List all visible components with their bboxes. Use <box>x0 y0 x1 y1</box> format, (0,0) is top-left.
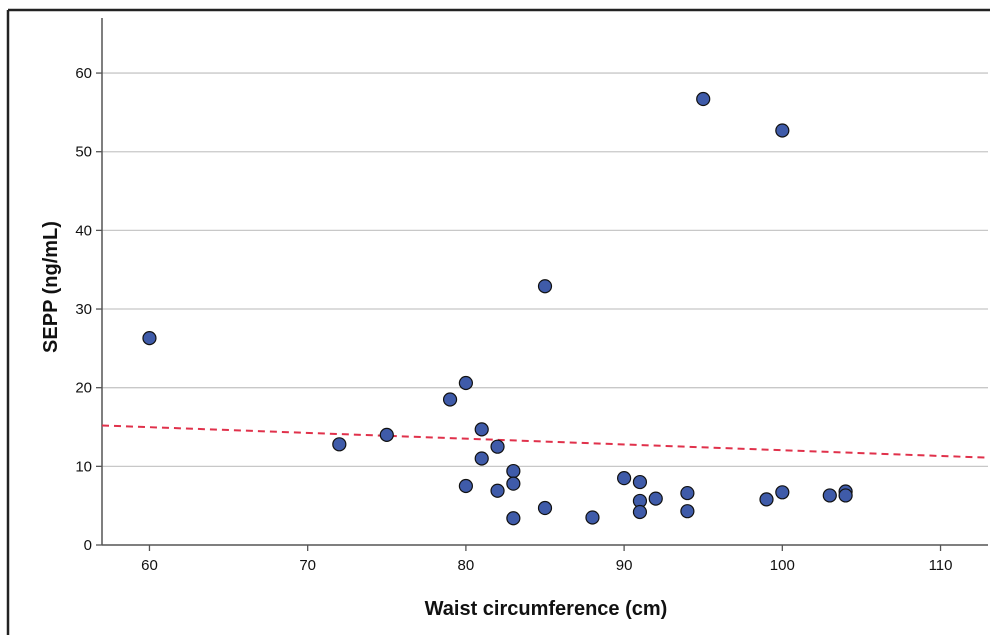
data-points <box>142 91 853 526</box>
scatter-point <box>585 510 600 525</box>
scatter-point <box>822 488 837 503</box>
scatter-point <box>506 511 521 526</box>
y-tick-label: 10 <box>75 458 92 475</box>
scatter-point <box>458 478 473 494</box>
y-axis-title: SEPP (ng/mL) <box>40 221 62 353</box>
scatter-point <box>696 91 711 107</box>
scatter-point <box>474 422 489 437</box>
x-tick-label: 100 <box>770 557 795 574</box>
scatter-point <box>537 279 553 294</box>
scatter-point <box>648 491 663 506</box>
x-tick-label: 90 <box>616 557 633 574</box>
scatter-point <box>442 392 458 407</box>
scatter-point <box>332 437 347 452</box>
scatter-point <box>617 471 632 486</box>
y-tick-label: 30 <box>75 301 92 318</box>
axes: 0 10 20 30 40 50 60 60 70 80 90 100 110 <box>75 18 988 574</box>
x-tick-label: 60 <box>141 557 158 574</box>
scatter-point <box>775 123 790 138</box>
scatter-point <box>680 504 695 519</box>
scatter-point <box>632 474 648 490</box>
gridlines <box>102 72 988 467</box>
y-tick-label: 20 <box>75 380 92 397</box>
scatter-point <box>506 463 521 479</box>
x-tick-label: 80 <box>458 557 475 574</box>
scatter-point <box>458 375 473 391</box>
scatter-point <box>775 485 790 500</box>
scatter-point <box>537 500 553 516</box>
y-tick-label: 50 <box>75 144 92 161</box>
scatter-point <box>490 483 505 498</box>
y-tick-label: 40 <box>75 222 92 239</box>
scatter-point <box>379 427 394 442</box>
scatter-point <box>838 488 853 503</box>
scatter-point <box>759 492 774 507</box>
y-tick-label: 60 <box>75 65 92 82</box>
scatter-point <box>474 451 489 466</box>
scatter-point <box>142 331 157 346</box>
scatter-point <box>632 504 648 520</box>
scatter-point <box>490 439 505 454</box>
x-axis-title: Waist circumference (cm) <box>425 598 668 620</box>
y-tick-label: 0 <box>84 537 92 554</box>
x-tick-label: 70 <box>299 557 316 574</box>
scatter-point <box>680 485 695 501</box>
fit-line-group <box>101 424 989 459</box>
regression-fit-line <box>101 424 989 459</box>
scatter-point <box>506 476 521 491</box>
x-tick-label: 110 <box>929 557 953 574</box>
